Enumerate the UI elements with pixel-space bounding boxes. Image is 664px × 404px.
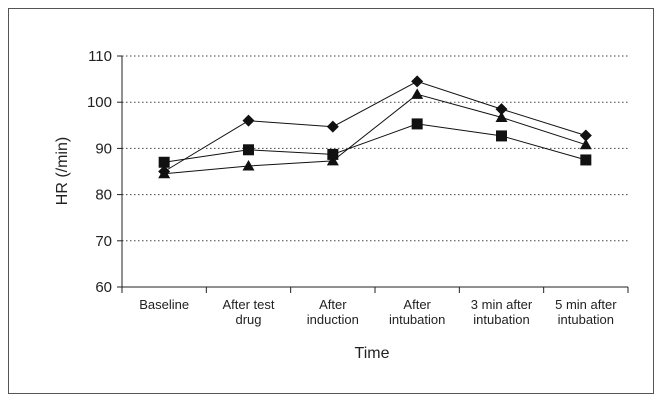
- series-1-square-marker-3: [411, 118, 423, 130]
- series-1-line: [164, 123, 586, 163]
- x-category-label-1: After test drug: [222, 297, 274, 327]
- y-tick-label-100: 100: [87, 94, 112, 111]
- x-axis-title: Time: [355, 345, 390, 362]
- x-category-label-1-line-1: drug: [235, 312, 261, 327]
- y-tick-label-70: 70: [95, 233, 112, 250]
- series-1-square-marker-5: [580, 154, 592, 166]
- x-category-label-2-line-0: After: [319, 297, 347, 312]
- x-category-label-4-line-1: intubation: [473, 312, 529, 327]
- grid-layer: [122, 55, 628, 242]
- x-category-label-5-line-0: 5 min after: [555, 297, 617, 312]
- x-category-label-3-line-1: intubation: [389, 312, 445, 327]
- x-category-label-5-line-1: intubation: [558, 312, 614, 327]
- series-0-diamond-marker-1: [242, 114, 255, 127]
- y-tick-label-60: 60: [95, 279, 112, 296]
- x-category-label-4-line-0: 3 min after: [471, 297, 533, 312]
- series-2-triangle-marker-3: [411, 88, 424, 99]
- y-axis-title: HR (/min): [54, 137, 71, 205]
- x-category-label-2-line-1: induction: [307, 312, 359, 327]
- series-1-square-marker-4: [496, 130, 507, 142]
- x-category-label-2: After induction: [307, 297, 359, 327]
- series-2-triangle-marker-0: [158, 167, 171, 179]
- series-2-triangle-marker-5: [579, 138, 592, 150]
- series-1-square-marker-0: [158, 156, 170, 168]
- chart-frame: [8, 8, 654, 394]
- y-tick-label-80: 80: [95, 187, 112, 204]
- series-2-triangle-marker-4: [495, 111, 508, 122]
- x-category-label-1-line-0: After test: [222, 297, 274, 312]
- x-category-label-0: Baseline: [139, 297, 189, 312]
- series-0-diamond-marker-3: [411, 75, 424, 88]
- y-tick-label-90: 90: [95, 140, 112, 157]
- series-1-square-marker-2: [327, 148, 339, 160]
- series-0-diamond-marker-5: [579, 129, 592, 142]
- x-category-label-0-line-0: Baseline: [139, 297, 189, 312]
- series-1-square-marker-1: [243, 144, 254, 156]
- x-category-label-4: 3 min after intubation: [471, 297, 533, 327]
- x-category-label-3: After intubation: [389, 297, 445, 327]
- series-0-diamond-marker-2: [326, 120, 339, 133]
- series-2-triangle-marker-1: [242, 159, 255, 171]
- series-2-line: [164, 93, 586, 175]
- axis-layer: [117, 55, 629, 293]
- series-2-triangle-marker-2: [326, 154, 339, 166]
- series-0-line: [163, 80, 586, 172]
- x-category-label-3-line-0: After: [403, 297, 431, 312]
- series-layer: [158, 75, 592, 179]
- x-category-label-5: 5 min after intubation: [555, 297, 617, 327]
- y-tick-label-110: 110: [88, 48, 112, 65]
- series-0-diamond-marker-4: [495, 103, 508, 116]
